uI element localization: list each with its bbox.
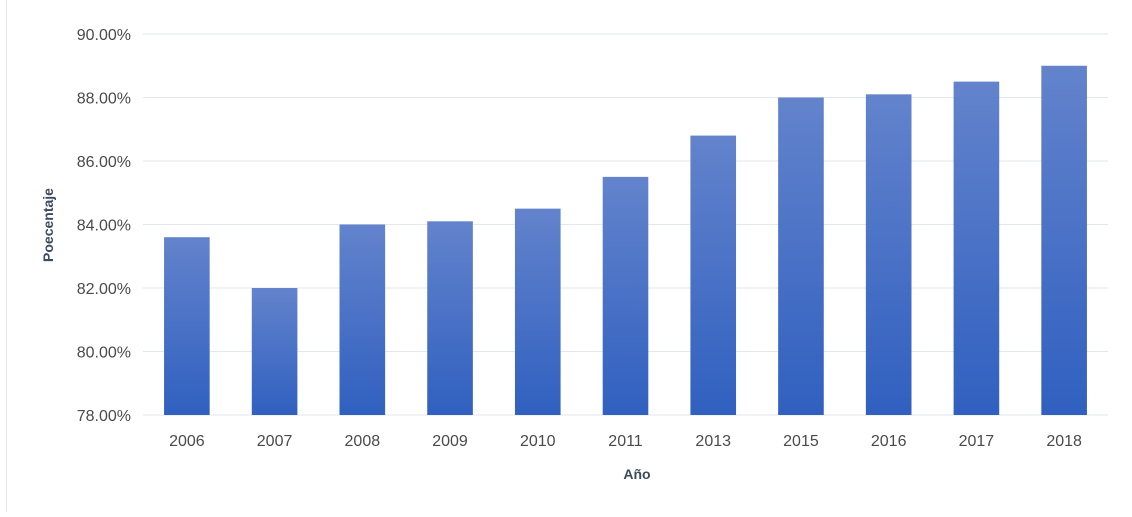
y-tick-label: 80.00%	[77, 345, 131, 362]
x-tick-label: 2017	[959, 433, 995, 450]
y-tick-label: 78.00%	[77, 408, 131, 425]
bar-2015	[778, 97, 824, 415]
x-tick-label: 2018	[1046, 433, 1082, 450]
y-tick-label: 90.00%	[77, 27, 131, 44]
y-axis-ticks: 78.00% 80.00% 82.00% 84.00% 86.00% 88.00% 90.0…	[77, 27, 131, 425]
bar-2016	[865, 94, 912, 415]
bars	[164, 65, 1087, 415]
y-tick-label: 82.00%	[77, 281, 131, 298]
bar-2009	[427, 221, 473, 415]
y-tick-label: 88.00%	[77, 91, 131, 108]
x-tick-label: 2006	[169, 433, 205, 450]
x-tick-label: 2015	[783, 433, 819, 450]
y-tick-label: 86.00%	[77, 154, 131, 171]
left-border-line	[6, 0, 7, 512]
bar-2010	[514, 208, 561, 415]
x-tick-label: 2008	[345, 433, 381, 450]
x-tick-label: 2007	[257, 433, 293, 450]
y-axis-title: Poecentaje	[40, 188, 56, 262]
x-tick-label: 2011	[608, 433, 643, 450]
bar-2013	[690, 135, 737, 415]
x-tick-label: 2016	[871, 433, 907, 450]
bar-2006	[164, 237, 210, 415]
bar-2018	[1041, 65, 1087, 415]
x-axis-ticks: 2006 2007 2008 2009 2010 2011 2013 2015 2016 2017…	[169, 433, 1082, 450]
bar-2011	[602, 176, 649, 415]
x-tick-label: 2009	[432, 433, 468, 450]
x-axis-title: Año	[623, 466, 650, 482]
bar-2008	[339, 224, 386, 415]
x-tick-label: 2013	[695, 433, 731, 450]
bar-2007	[251, 288, 298, 415]
x-tick-label: 2010	[520, 433, 556, 450]
bar-2017	[953, 81, 1000, 415]
y-tick-label: 84.00%	[77, 218, 131, 235]
